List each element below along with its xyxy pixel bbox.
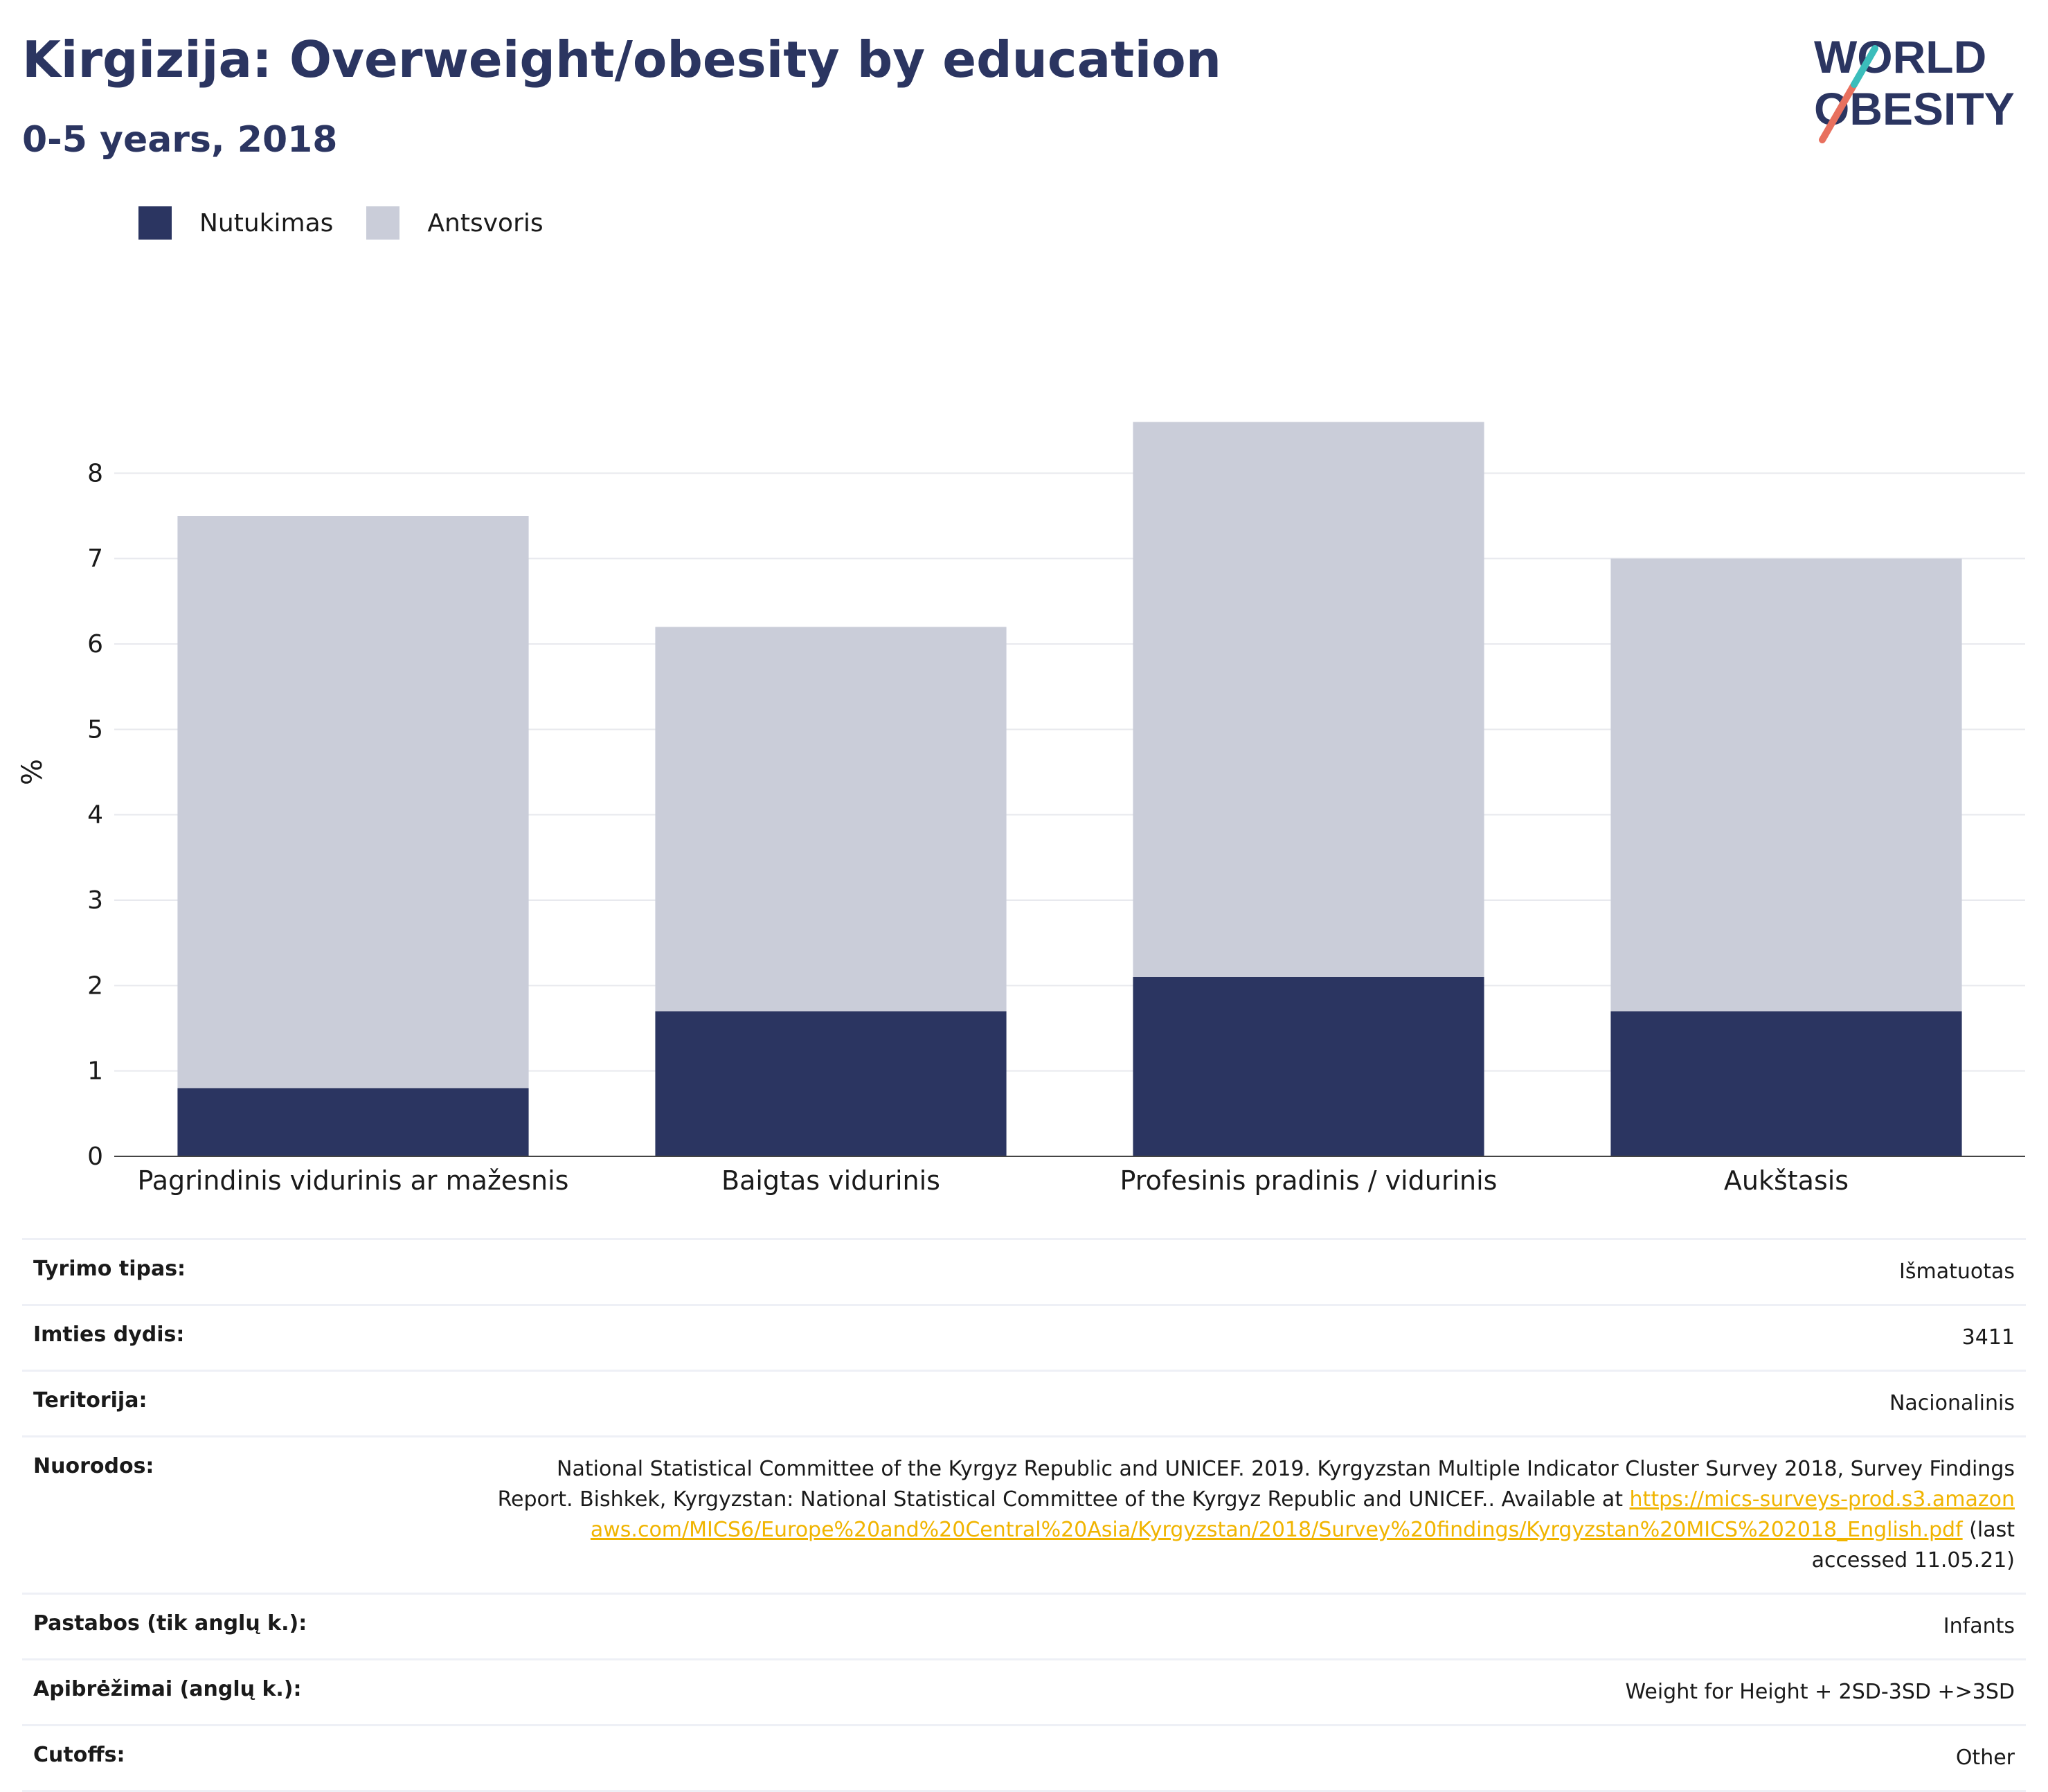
metadata-label: Teritorija: [33,1388,147,1413]
bar-overweight [177,516,529,1088]
metadata-row: Pastabos (tik anglų k.): Infants [22,1593,2026,1658]
bar-overweight [1610,558,1962,1012]
legend-item-obesity[interactable]: Nutukimas [138,206,333,240]
x-tick-label: Aukštasis [1724,1165,1849,1196]
survey-metadata-table: Tyrimo tipas: Išmatuotas Imties dydis: 3411… [22,1238,2026,1792]
metadata-row: Apibrėžimai (anglų k.): Weight for Height… [22,1658,2026,1724]
y-tick-label: 4 [87,801,103,830]
page-title: Kirgizija: Overweight/obesity by educati… [22,30,1221,89]
metadata-label: Tyrimo tipas: [33,1257,186,1281]
legend-label-obesity: Nutukimas [199,208,334,238]
metadata-row: Nuorodos: National Statistical Committee … [22,1435,2026,1593]
stacked-bar-chart: 0 1 2 3 4 5 6 7 8% Pagrindinis vidurinis ar mažes… [17,422,2025,1196]
metadata-value-text: Weight for Height + 2SD-3SD +>3SD [1625,1680,2015,1704]
metadata-value-text: Other [1955,1746,2015,1770]
y-tick-label: 0 [87,1143,103,1171]
y-tick-label: 2 [87,971,103,1000]
reference-link[interactable]: https://mics-surveys-prod.s3.amazonaws.c… [590,1487,2015,1542]
y-tick-label: 8 [87,459,103,487]
y-axis-label: % [17,759,48,785]
x-tick-label: Baigtas vidurinis [721,1165,940,1196]
metadata-label: Nuorodos: [33,1454,154,1478]
metadata-label: Imties dydis: [33,1323,185,1347]
bar-obesity [1133,977,1484,1156]
legend-item-overweight[interactable]: Antsvoris [366,206,544,240]
metadata-value-text: Nacionalinis [1889,1391,2015,1415]
metadata-row: Cutoffs: Other [22,1724,2026,1792]
bar-obesity [655,1011,1007,1156]
metadata-label: Cutoffs: [33,1743,125,1767]
metadata-value-text: 3411 [1961,1325,2015,1350]
bar-overweight [655,627,1007,1012]
y-tick-label: 7 [87,545,103,573]
bar-obesity [177,1088,529,1156]
y-tick-label: 3 [87,886,103,915]
metadata-value: 3411 [1962,1323,2015,1353]
metadata-row: Tyrimo tipas: Išmatuotas [22,1238,2026,1304]
chart-legend: Nutukimas Antsvoris [138,206,577,240]
metadata-value: Weight for Height + 2SD-3SD +>3SD [1625,1677,2015,1708]
metadata-row: Imties dydis: 3411 [22,1304,2026,1370]
metadata-label: Apibrėžimai (anglų k.): [33,1677,302,1701]
metadata-value: Išmatuotas [1899,1257,2015,1287]
x-tick-label: Profesinis pradinis / vidurinis [1120,1165,1498,1196]
metadata-value-text: Infants [1943,1614,2015,1638]
legend-label-overweight: Antsvoris [427,208,544,238]
world-obesity-logo: WORLD OBESITY [1814,31,2015,143]
y-tick-label: 1 [87,1057,103,1086]
legend-swatch-overweight [366,206,400,240]
bar-overweight [1133,422,1484,977]
y-tick-label: 5 [87,715,103,744]
bar-obesity [1610,1011,1962,1156]
legend-swatch-obesity [138,206,172,240]
metadata-value: Nacionalinis [1889,1388,2015,1419]
x-tick-label: Pagrindinis vidurinis ar mažesnis [138,1165,569,1196]
metadata-label: Pastabos (tik anglų k.): [33,1611,307,1636]
metadata-value: Other [1956,1743,2015,1773]
metadata-value-text: Išmatuotas [1899,1260,2015,1284]
metadata-row: Teritorija: Nacionalinis [22,1370,2026,1435]
metadata-value: Infants [1943,1611,2015,1642]
metadata-value-text: National Statistical Committee of the Ky… [497,1457,2015,1512]
metadata-value-suffix: (last accessed 11.05.21) [1811,1518,2015,1573]
y-tick-label: 6 [87,630,103,658]
metadata-value: National Statistical Committee of the Ky… [492,1454,2015,1576]
svg-text:WORLD: WORLD [1814,31,1986,82]
page-subtitle: 0-5 years, 2018 [22,119,338,161]
